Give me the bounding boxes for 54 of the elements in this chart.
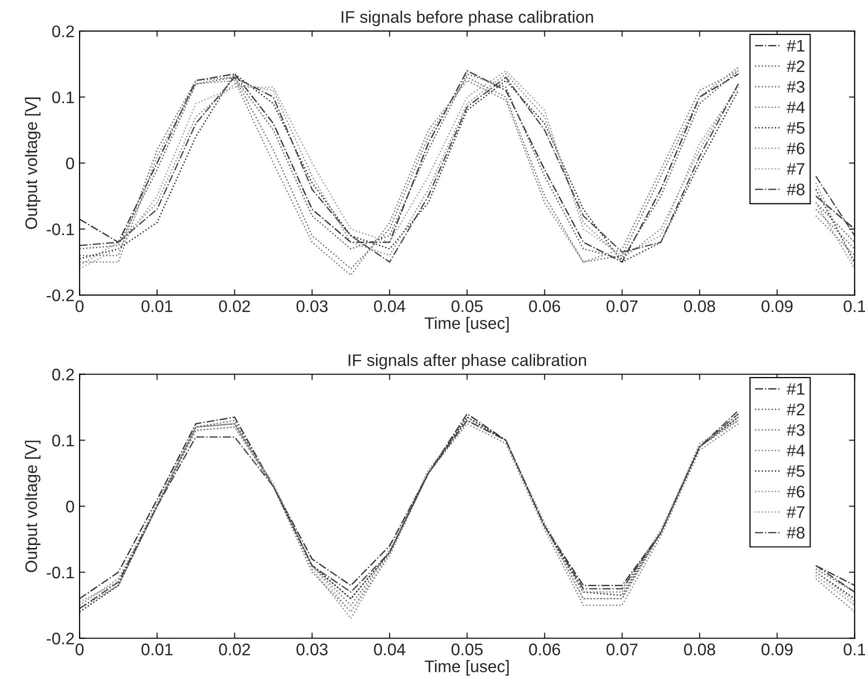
legend-label: #5 bbox=[786, 122, 805, 134]
y-tick-label: 0.2 bbox=[52, 25, 74, 38]
x-tick-label: 0.04 bbox=[374, 300, 406, 312]
x-tick-label: 0.01 bbox=[142, 644, 172, 656]
x-tick-label: 0.06 bbox=[529, 644, 560, 656]
y-tick-label: -0.2 bbox=[46, 632, 74, 644]
x-tick-label: 0.09 bbox=[762, 644, 793, 656]
chart-title: IF signals after phase calibration bbox=[348, 354, 586, 370]
x-tick-label: 0.05 bbox=[452, 300, 483, 312]
legend-label: #6 bbox=[786, 142, 804, 154]
y-tick-label: -0.1 bbox=[46, 566, 74, 578]
x-axis-title: Time [usec] bbox=[424, 660, 509, 676]
y-tick-label: -0.1 bbox=[46, 223, 74, 236]
legend-label: #3 bbox=[786, 80, 804, 93]
x-tick-label: 0.1 bbox=[844, 644, 865, 656]
x-tick-label: 0.05 bbox=[452, 644, 483, 656]
x-tick-label: 0.03 bbox=[296, 300, 328, 312]
legend-label: #3 bbox=[786, 424, 804, 436]
legend-label: #4 bbox=[786, 444, 805, 456]
y-tick-label: 0.1 bbox=[52, 91, 74, 104]
x-tick-label: 0.08 bbox=[684, 644, 716, 656]
x-tick-label: 0.01 bbox=[142, 300, 172, 312]
x-axis-title: Time [usec] bbox=[424, 316, 509, 332]
legend-label: #2 bbox=[786, 404, 804, 416]
legend-label: #5 bbox=[786, 465, 805, 477]
x-tick-label: 0.08 bbox=[684, 300, 716, 312]
legend-label: #7 bbox=[786, 506, 804, 518]
legend-label: #4 bbox=[786, 102, 805, 114]
x-tick-label: 0 bbox=[76, 644, 84, 656]
legend-label: #7 bbox=[786, 163, 804, 175]
x-tick-label: 0.1 bbox=[844, 300, 865, 312]
y-tick-label: -0.2 bbox=[46, 289, 74, 302]
legend-label: #6 bbox=[786, 486, 804, 498]
x-tick-label: 0.06 bbox=[529, 300, 560, 312]
x-tick-label: 0.02 bbox=[219, 644, 250, 656]
legend-label: #1 bbox=[786, 383, 804, 395]
x-tick-label: 0.09 bbox=[762, 300, 793, 312]
y-tick-label: 0.1 bbox=[52, 434, 74, 446]
x-tick-label: 0.03 bbox=[296, 644, 328, 656]
legend-label: #8 bbox=[786, 184, 804, 196]
chart-title: IF signals before phase calibration bbox=[342, 10, 593, 26]
y-tick-label: 0.2 bbox=[52, 368, 74, 380]
x-tick-label: 0 bbox=[76, 300, 84, 312]
y-axis-title: Output voltage [V] bbox=[24, 440, 40, 572]
legend-label: #8 bbox=[786, 526, 804, 539]
y-tick-label: 0 bbox=[66, 157, 74, 170]
y-axis-title: Output voltage [V] bbox=[24, 98, 40, 229]
legend-label: #1 bbox=[786, 40, 804, 52]
x-tick-label: 0.07 bbox=[606, 644, 638, 656]
x-tick-label: 0.07 bbox=[606, 300, 638, 312]
x-tick-label: 0.04 bbox=[374, 644, 406, 656]
y-tick-label: 0 bbox=[66, 500, 74, 512]
legend-label: #2 bbox=[786, 60, 804, 72]
x-tick-label: 0.02 bbox=[219, 300, 250, 312]
